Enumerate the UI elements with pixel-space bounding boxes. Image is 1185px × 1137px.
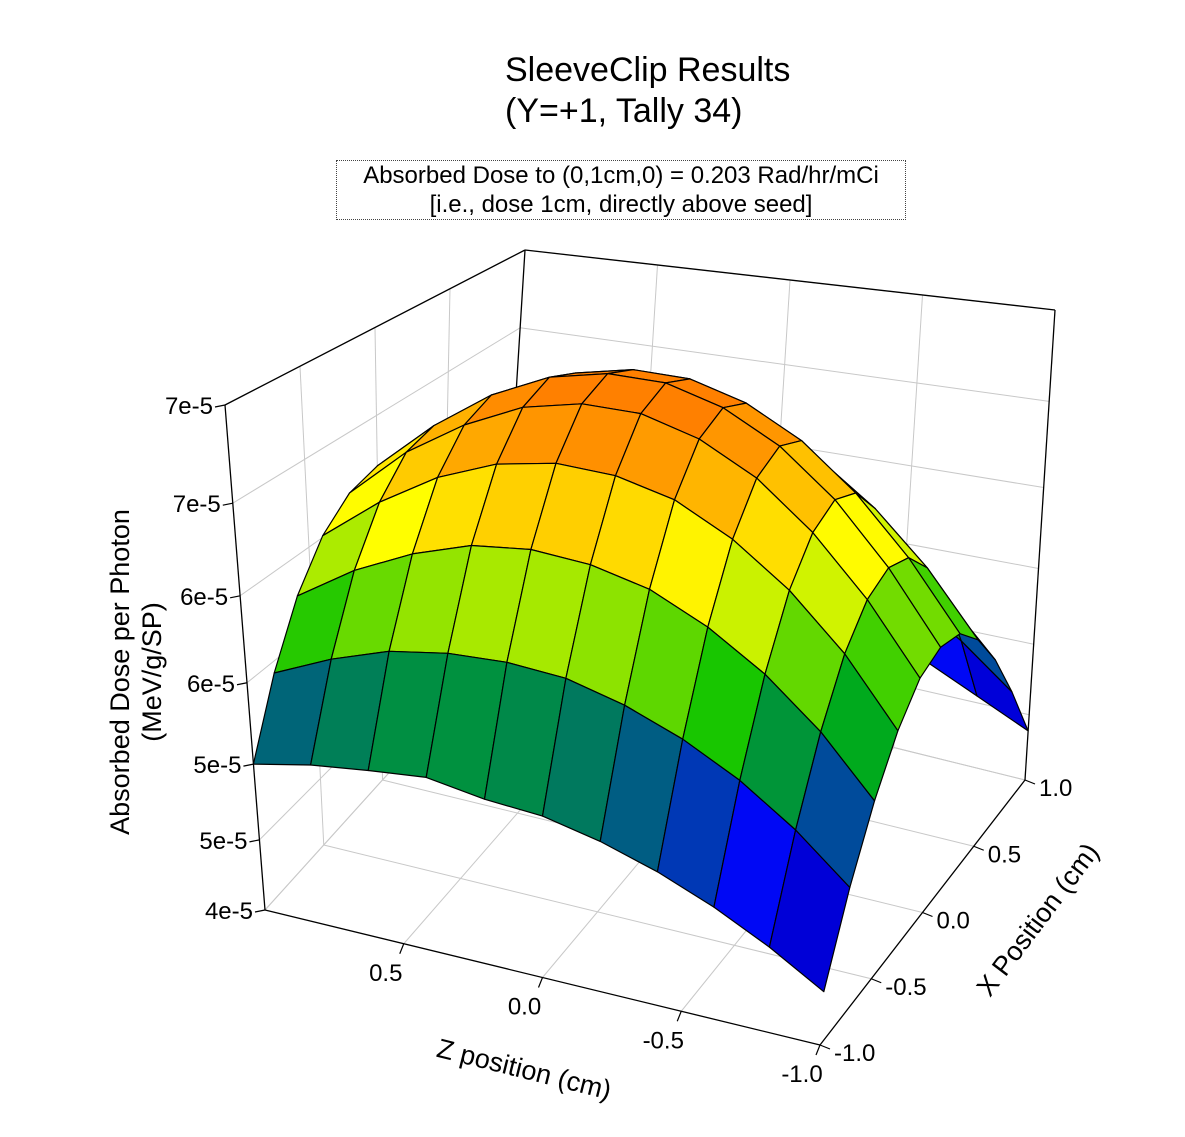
x-tick-mark [871,978,882,984]
z-tick-label: 0.0 [508,994,541,1021]
z-tick-label: 0.5 [369,960,402,987]
x-tick-label: 1.0 [1039,775,1072,802]
y-tick-label: 7e-5 [173,491,221,518]
annotation-line-1: Absorbed Dose to (0,1cm,0) = 0.203 Rad/h… [363,162,879,189]
top-edge-left [224,249,526,406]
right-corner-line [1024,309,1056,781]
z-axis-title: Z position (cm) [434,1033,615,1105]
y-tick-label: 5e-5 [193,752,241,779]
z-tick-mark [399,943,405,954]
x-tick-mark [819,1044,831,1050]
x-tick-label: -1.0 [834,1040,875,1067]
z-tick-mark [537,977,544,988]
y-axis-title-line-2: (MeV/g/SP) [137,602,167,742]
y-tick-label: 6e-5 [180,584,228,611]
y-axis-title-line-1: Absorbed Dose per Photon [105,509,135,835]
annotation-box: Absorbed Dose to (0,1cm,0) = 0.203 Rad/h… [336,160,906,220]
y-tick-label: 6e-5 [187,671,235,698]
z-tick-label: -1.0 [781,1061,822,1088]
y-tick-mark [249,839,260,843]
x-tick-label: 0.5 [988,841,1021,868]
z-tick-label: -0.5 [643,1027,684,1054]
x-tick-label: -0.5 [885,974,926,1001]
y-tick-label: 4e-5 [205,898,253,925]
y-tick-label: 5e-5 [199,828,247,855]
y-tick-mark [236,682,248,686]
annotation-line-2: [i.e., dose 1cm, directly above seed] [429,191,813,218]
y-tick-mark [222,502,233,506]
y-tick-mark [254,909,266,913]
z-tick-mark [676,1011,682,1022]
surface-cell [768,829,851,993]
z-tick-mark [815,1044,821,1056]
y-tick-mark [214,404,226,408]
x-tick-mark [973,845,984,851]
top-edge-right [524,249,1056,311]
tick-labels: 4e-5 5e-5 5e-5 6e-5 6e-5 7e-5 7e-5 0.5 0.0 -0.5 -1… [165,393,1072,1088]
chart-title-line-2: (Y=+1, Tally 34) [505,92,743,130]
x-tick-mark [1024,779,1036,785]
y-axis-line [224,404,266,911]
y-tick-mark [229,595,241,599]
x-tick-mark [922,911,933,918]
y-tick-label: 7e-5 [165,393,213,420]
x-tick-label: 0.0 [937,908,970,935]
chart-title-line-1: SleeveClip Results [505,51,790,89]
surface-mesh [252,369,1029,993]
y-tick-mark [243,763,254,767]
